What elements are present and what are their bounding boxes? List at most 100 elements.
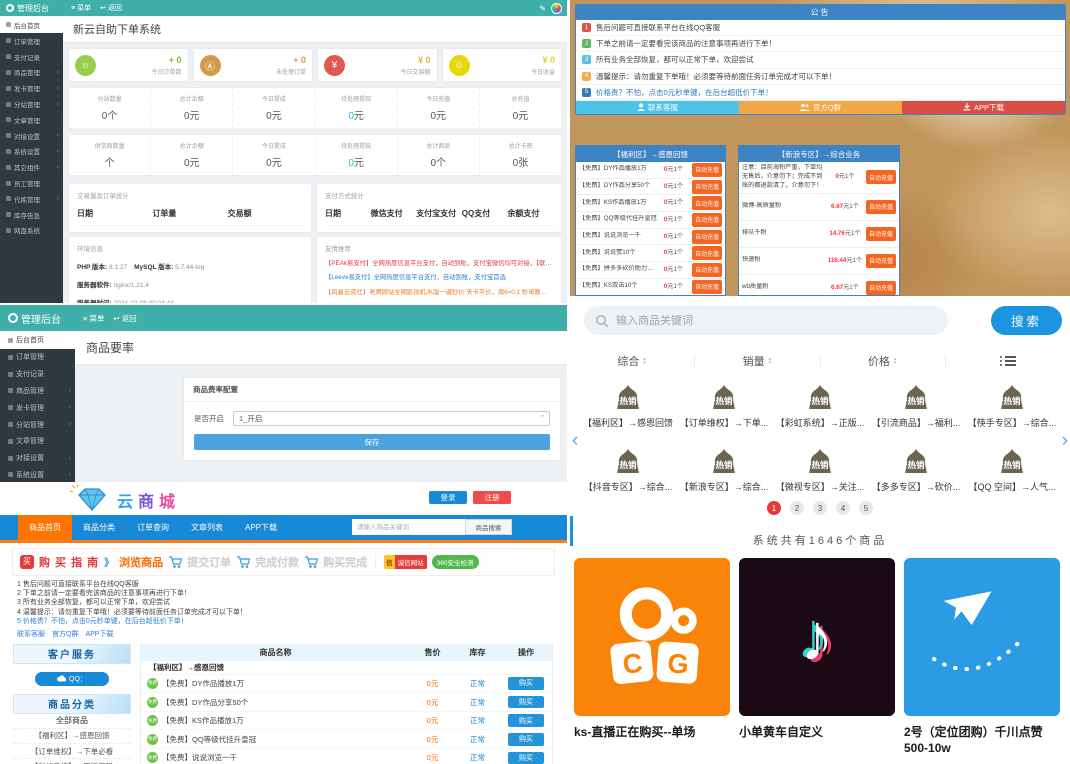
register-button[interactable]: 注册 — [473, 491, 511, 504]
auto-recharge-button[interactable]: 自动充值 — [691, 229, 722, 244]
category-item[interactable]: 【福利区】→感恩回馈 — [13, 729, 131, 745]
category-cell[interactable]: 热销 【抖音专区】→综合... — [580, 448, 676, 493]
auto-recharge-button[interactable]: 自动充值 — [865, 170, 896, 185]
nav-item[interactable]: 商品分类 — [83, 523, 115, 532]
sidebar-item[interactable]: 网盘系统 — [0, 223, 63, 239]
menu-toggle[interactable]: ≡ 菜单 — [83, 313, 105, 323]
back-button[interactable]: ↩ 返回 — [100, 5, 122, 12]
category-cell[interactable]: 热销 【多多专区】→砍价... — [868, 448, 964, 493]
sidebar-item[interactable]: 商品管理 ‹ — [0, 383, 75, 400]
mall-link[interactable]: 官方Q群 — [52, 630, 79, 638]
category-cell[interactable]: 热销 【福利区】→感恩回馈 — [580, 384, 676, 429]
auto-recharge-button[interactable]: 自动充值 — [865, 280, 896, 295]
category-cell[interactable]: 热销 【彩虹系统】→正版... — [772, 384, 868, 429]
auto-recharge-button[interactable]: 自动充值 — [865, 253, 896, 268]
page-dot[interactable]: 1 — [767, 501, 781, 515]
sort-comprehensive[interactable]: 综合 ▲ ▼ — [617, 355, 647, 368]
back-button[interactable]: ↩ 返回 — [113, 313, 137, 323]
category-cell[interactable]: 热销 【引流商品】→福利... — [868, 384, 964, 429]
page-dot[interactable]: 2 — [790, 501, 804, 515]
page-dot[interactable]: 4 — [836, 501, 850, 515]
app-download-button[interactable]: APP下载 — [902, 100, 1065, 114]
search-input[interactable] — [616, 314, 937, 327]
buy-button[interactable]: 购买 — [508, 714, 544, 727]
category-cell[interactable]: 热销 【微视专区】→关注... — [772, 448, 868, 493]
category-cell[interactable]: 热销 【新浪专区】→综合... — [676, 448, 772, 493]
nav-item[interactable]: 文章列表 — [191, 523, 223, 532]
sidebar-item[interactable]: 文章管理 — [0, 112, 63, 128]
sidebar-item[interactable]: 代练管理 ‹ — [0, 191, 63, 207]
sidebar-item[interactable]: 分站管理 ‹ — [0, 96, 63, 112]
product-card[interactable]: C G ks-直播正在购买--单场 — [574, 558, 730, 756]
product-card[interactable]: 2号（定位团购）千川点赞 500-10w — [904, 558, 1060, 756]
mall-link[interactable]: 联系客服 — [17, 630, 45, 638]
category-item[interactable]: 【彩虹系统】→正版源码 — [13, 759, 131, 764]
login-button[interactable]: 登录 — [429, 491, 467, 504]
sort-sales[interactable]: 销量 ▲ ▼ — [742, 355, 773, 368]
trust-site-badge[interactable]: 信诚信网站 — [384, 554, 427, 569]
sidebar-item[interactable]: 发卡管理 ‹ — [0, 399, 75, 416]
category-item[interactable]: 全部商品 — [13, 714, 131, 729]
mall-logo[interactable]: 云商城 — [70, 485, 180, 512]
nav-item[interactable]: APP下载 — [245, 523, 278, 532]
avatar[interactable] — [551, 2, 562, 14]
page-dot[interactable]: 3 — [813, 501, 827, 515]
product-card[interactable]: ♪ 小单黄车自定义 — [739, 558, 895, 756]
buy-button[interactable]: 购买 — [508, 751, 544, 764]
carousel-prev-icon[interactable]: ‹ — [572, 430, 579, 451]
auto-recharge-button[interactable]: 自动充值 — [691, 196, 722, 211]
menu-toggle[interactable]: ≡ 菜单 — [71, 4, 92, 13]
sidebar-item[interactable]: 分站管理 ‹ — [0, 416, 75, 433]
category-cell[interactable]: 热销 【筷手专区】→综合... — [964, 384, 1060, 429]
sidebar-item[interactable]: 订单管理 — [0, 33, 63, 49]
sidebar-item[interactable]: 支付记录 — [0, 49, 63, 65]
sidebar-item[interactable]: 库存告急 — [0, 207, 63, 223]
sidebar-item[interactable]: 文章管理 — [0, 433, 75, 450]
search-button[interactable]: 搜索 — [991, 306, 1062, 335]
carousel-next-icon[interactable]: › — [1061, 430, 1068, 451]
sidebar-item[interactable]: 后台首页 — [0, 16, 63, 33]
sidebar-item[interactable]: 其它组件 ‹ — [0, 159, 63, 175]
qq-contact-button[interactable]: QQ： — [35, 671, 109, 686]
product-name[interactable]: 【免费】DY作品分享50个 — [162, 697, 249, 707]
product-name[interactable]: 【免费】KS作品播放1万 — [162, 716, 244, 726]
search-input[interactable] — [352, 519, 465, 535]
nav-item[interactable]: 商品首页 — [18, 515, 72, 540]
sidebar-item[interactable]: 后台首页 — [0, 331, 75, 349]
auto-recharge-button[interactable]: 自动充值 — [865, 199, 896, 214]
auto-recharge-button[interactable]: 自动充值 — [691, 262, 722, 277]
sidebar-item[interactable]: 对接设置 ‹ — [0, 450, 75, 467]
sidebar-item[interactable]: 员工管理 — [0, 175, 63, 191]
buy-button[interactable]: 购买 — [508, 695, 544, 709]
sidebar-item[interactable]: 对接设置 ‹ — [0, 128, 63, 144]
admin-brand[interactable]: 管理后台 — [0, 3, 63, 14]
buy-button[interactable]: 购买 — [508, 677, 544, 690]
group-row[interactable]: 【福利区】→感恩回馈 — [141, 661, 552, 675]
page-dot[interactable]: 5 — [859, 501, 873, 515]
sidebar-item[interactable]: 系统设置 ‹ — [0, 467, 75, 482]
official-qq-group-button[interactable]: 官方Q群 — [739, 100, 902, 114]
mall-link[interactable]: APP下载 — [85, 630, 114, 638]
product-name[interactable]: 【免费】QQ等级代挂升皇冠 — [162, 734, 257, 744]
auto-recharge-button[interactable]: 自动充值 — [691, 279, 722, 294]
sort-price[interactable]: 价格 ▲ ▼ — [867, 355, 898, 368]
edit-icon[interactable]: ✎ — [539, 3, 546, 13]
product-name[interactable]: 【免费】DY作品播放1万 — [162, 678, 245, 688]
sidebar-item[interactable]: 支付记录 — [0, 366, 75, 383]
auto-recharge-button[interactable]: 自动充值 — [691, 246, 722, 261]
sidebar-item[interactable]: 商品管理 ‹ — [0, 65, 63, 81]
category-cell[interactable]: 热销 【订单维权】→下单... — [676, 384, 772, 429]
admin-brand[interactable]: 管理后台 — [0, 311, 75, 326]
product-name[interactable]: 【免费】说说浏览一千 — [162, 753, 237, 763]
auto-recharge-button[interactable]: 自动充值 — [691, 162, 722, 177]
360-security-badge[interactable]: 360安全检测 — [431, 554, 479, 569]
category-cell[interactable]: 热销 【QQ 空间】→人气... — [964, 448, 1060, 493]
list-view-icon[interactable] — [946, 354, 1070, 368]
auto-recharge-button[interactable]: 自动充值 — [691, 179, 722, 194]
search-button[interactable]: 商品搜索 — [465, 519, 512, 535]
auto-recharge-button[interactable]: 自动充值 — [691, 212, 722, 227]
buy-button[interactable]: 购买 — [508, 733, 544, 746]
category-item[interactable]: 【订单维权】→下单必看 — [13, 744, 131, 760]
auto-recharge-button[interactable]: 自动充值 — [865, 226, 896, 241]
contact-service-button[interactable]: 联系客服 — [576, 100, 739, 114]
